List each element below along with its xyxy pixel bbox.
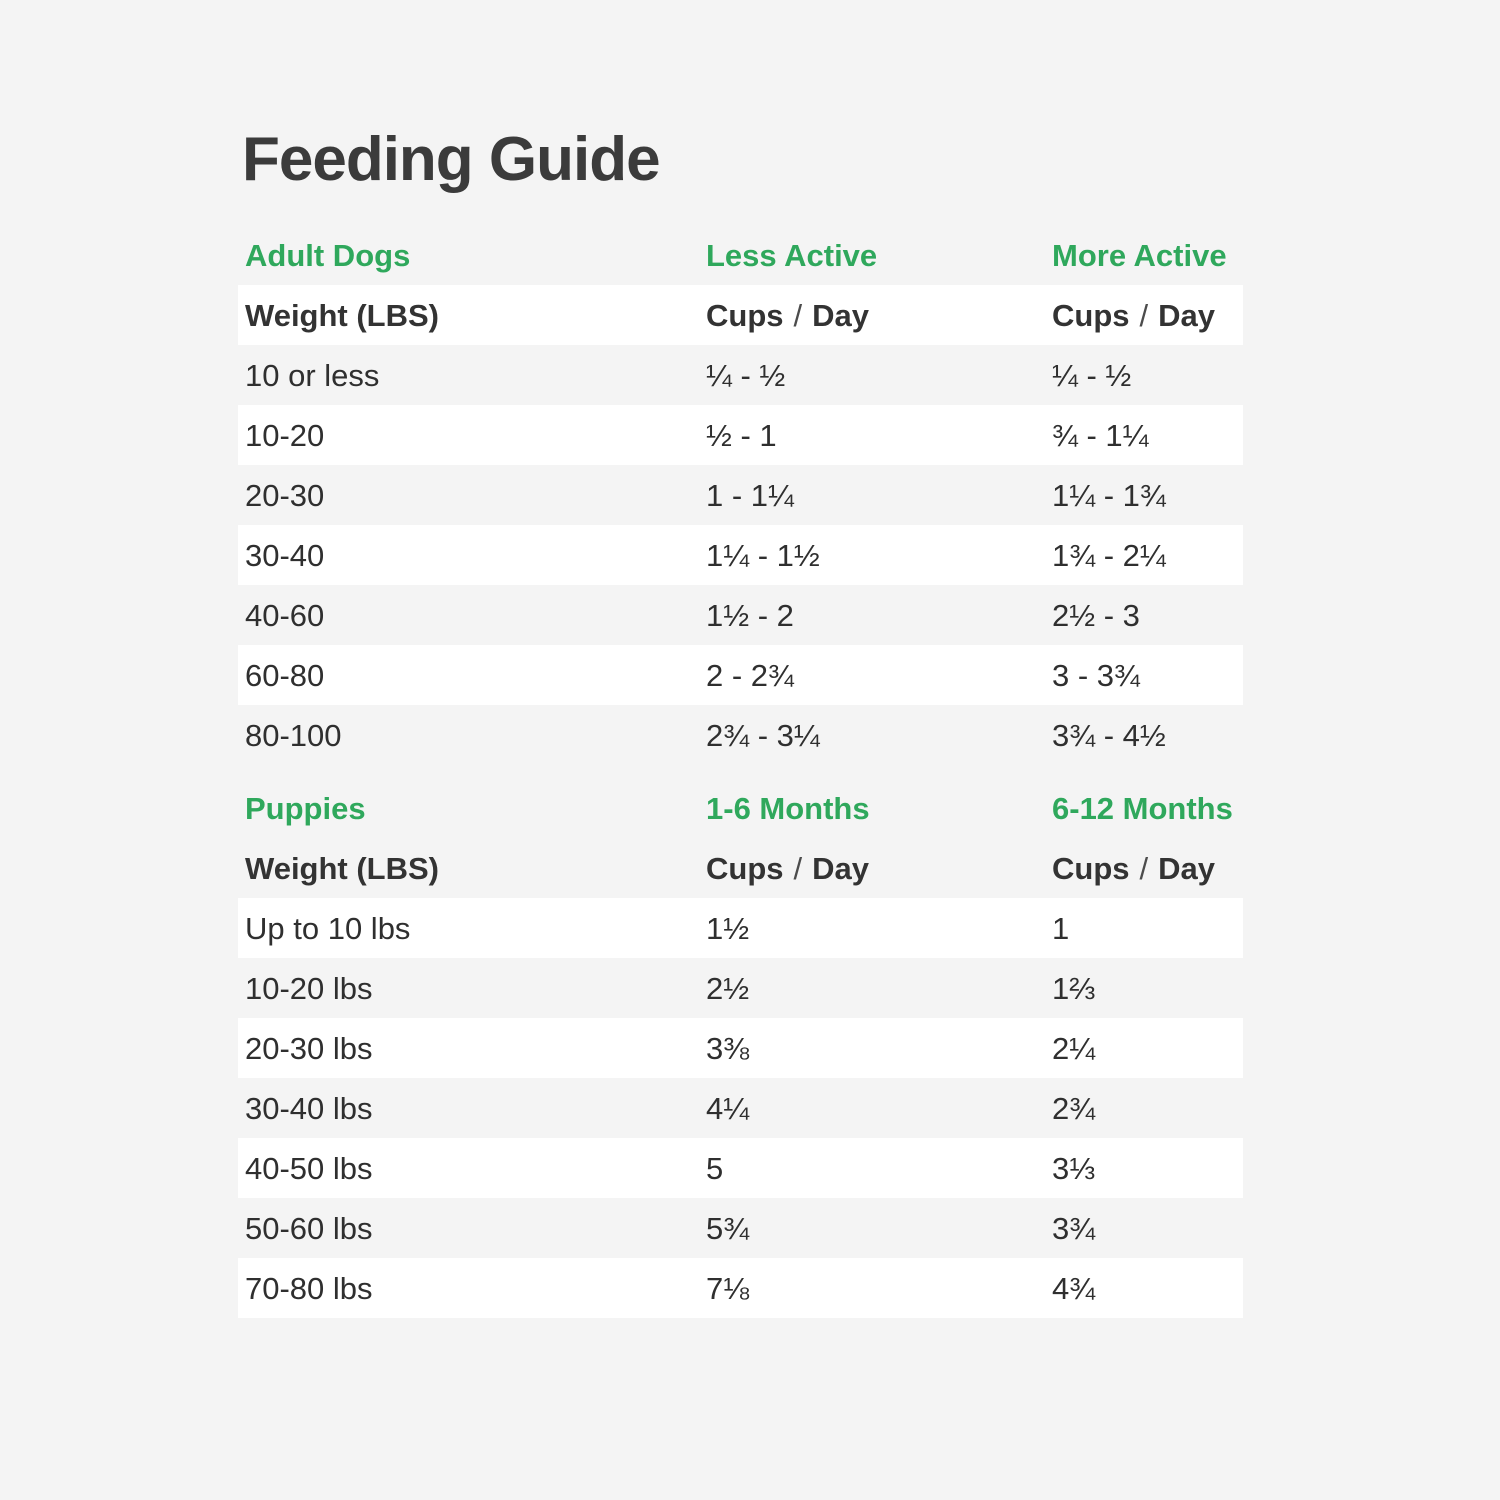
- cups-cell: 1: [1052, 910, 1070, 946]
- weight-cell: 70-80 lbs: [245, 1270, 373, 1306]
- table-row: 10 or less ¼ - ½ ¼ - ½: [238, 345, 1243, 405]
- cups-label: Cups: [1052, 297, 1130, 333]
- day-label: Day: [1158, 297, 1215, 333]
- cups-cell: 1½ - 2: [706, 597, 794, 633]
- cups-cell: 4¾: [1052, 1270, 1096, 1306]
- adult-dogs-label: Adult Dogs: [245, 237, 411, 273]
- weight-cell: Up to 10 lbs: [245, 910, 411, 946]
- weight-cell: 80-100: [245, 717, 342, 753]
- cups-label: Cups: [706, 850, 784, 886]
- weight-cell: 30-40 lbs: [245, 1090, 373, 1126]
- table-row: 10-20 lbs 2½ 1⅔: [238, 958, 1243, 1018]
- cups-cell: 1⅔: [1052, 970, 1096, 1006]
- weight-cell: 50-60 lbs: [245, 1210, 373, 1246]
- slash-separator: /: [793, 297, 803, 333]
- cups-label: Cups: [1052, 850, 1130, 886]
- weight-cell: 20-30: [245, 477, 325, 513]
- cups-cell: ¼ - ½: [1052, 357, 1132, 393]
- months-6-12-label: 6-12 Months: [1052, 790, 1233, 826]
- puppies-label: Puppies: [245, 790, 366, 826]
- weight-cell: 30-40: [245, 537, 325, 573]
- table-row: 40-60 1½ - 2 2½ - 3: [238, 585, 1243, 645]
- weight-cell: 40-60: [245, 597, 325, 633]
- cups-day-column-header: Cups / Day: [1052, 300, 1243, 331]
- slash-separator: /: [1139, 850, 1149, 886]
- puppies-section-header-row: Puppies 1-6 Months 6-12 Months: [238, 778, 1243, 838]
- slash-separator: /: [1139, 297, 1149, 333]
- cups-day-column-header: Cups / Day: [706, 300, 1052, 331]
- cups-cell: 3⅜: [706, 1030, 750, 1066]
- cups-cell: 4¼: [706, 1090, 750, 1126]
- cups-cell: 3¾: [1052, 1210, 1096, 1246]
- months-1-6-label: 1-6 Months: [706, 790, 870, 826]
- adult-column-header-row: Weight (LBS) Cups / Day Cups / Day: [238, 285, 1243, 345]
- weight-cell: 10-20: [245, 417, 325, 453]
- adult-dogs-table: Adult Dogs Less Active More Active Weigh…: [238, 225, 1243, 765]
- cups-cell: 2¾ - 3¼: [706, 717, 820, 753]
- cups-cell: 7⅛: [706, 1270, 750, 1306]
- table-row: 60-80 2 - 2¾ 3 - 3¾: [238, 645, 1243, 705]
- puppies-column-header-row: Weight (LBS) Cups / Day Cups / Day: [238, 838, 1243, 898]
- weight-cell: 10 or less: [245, 357, 380, 393]
- table-row: 20-30 lbs 3⅜ 2¼: [238, 1018, 1243, 1078]
- less-active-label: Less Active: [706, 237, 878, 273]
- table-row: 70-80 lbs 7⅛ 4¾: [238, 1258, 1243, 1318]
- weight-column-header: Weight (LBS): [245, 850, 440, 886]
- cups-cell: 1¾ - 2¼: [1052, 537, 1166, 573]
- adult-section-header-row: Adult Dogs Less Active More Active: [238, 225, 1243, 285]
- weight-cell: 20-30 lbs: [245, 1030, 373, 1066]
- table-row: 50-60 lbs 5¾ 3¾: [238, 1198, 1243, 1258]
- cups-cell: 3¾ - 4½: [1052, 717, 1166, 753]
- cups-cell: 5¾: [706, 1210, 750, 1246]
- weight-cell: 10-20 lbs: [245, 970, 373, 1006]
- day-label: Day: [1158, 850, 1215, 886]
- weight-cell: 40-50 lbs: [245, 1150, 373, 1186]
- table-row: 20-30 1 - 1¼ 1¼ - 1¾: [238, 465, 1243, 525]
- cups-day-column-header: Cups / Day: [1052, 853, 1243, 884]
- day-label: Day: [812, 297, 869, 333]
- table-row: 30-40 lbs 4¼ 2¾: [238, 1078, 1243, 1138]
- cups-cell: 3⅓: [1052, 1150, 1096, 1186]
- cups-cell: ¾ - 1¼: [1052, 417, 1149, 453]
- cups-label: Cups: [706, 297, 784, 333]
- table-row: Up to 10 lbs 1½ 1: [238, 898, 1243, 958]
- cups-cell: 1¼ - 1¾: [1052, 477, 1166, 513]
- cups-cell: 1 - 1¼: [706, 477, 794, 513]
- table-row: 40-50 lbs 5 3⅓: [238, 1138, 1243, 1198]
- day-label: Day: [812, 850, 869, 886]
- cups-cell: 2½: [706, 970, 750, 1006]
- cups-cell: 3 - 3¾: [1052, 657, 1140, 693]
- cups-cell: 2¾: [1052, 1090, 1096, 1126]
- cups-cell: ½ - 1: [706, 417, 777, 453]
- cups-cell: 1¼ - 1½: [706, 537, 820, 573]
- cups-cell: 2¼: [1052, 1030, 1096, 1066]
- table-row: 30-40 1¼ - 1½ 1¾ - 2¼: [238, 525, 1243, 585]
- cups-cell: 5: [706, 1150, 724, 1186]
- table-row: 80-100 2¾ - 3¼ 3¾ - 4½: [238, 705, 1243, 765]
- slash-separator: /: [793, 850, 803, 886]
- cups-cell: 2½ - 3: [1052, 597, 1140, 633]
- cups-cell: 2 - 2¾: [706, 657, 794, 693]
- table-row: 10-20 ½ - 1 ¾ - 1¼: [238, 405, 1243, 465]
- page-title: Feeding Guide: [242, 125, 661, 194]
- cups-cell: 1½: [706, 910, 750, 946]
- puppies-table: Puppies 1-6 Months 6-12 Months Weight (L…: [238, 778, 1243, 1318]
- more-active-label: More Active: [1052, 237, 1227, 273]
- cups-day-column-header: Cups / Day: [706, 853, 1052, 884]
- weight-cell: 60-80: [245, 657, 325, 693]
- weight-column-header: Weight (LBS): [245, 297, 440, 333]
- cups-cell: ¼ - ½: [706, 357, 786, 393]
